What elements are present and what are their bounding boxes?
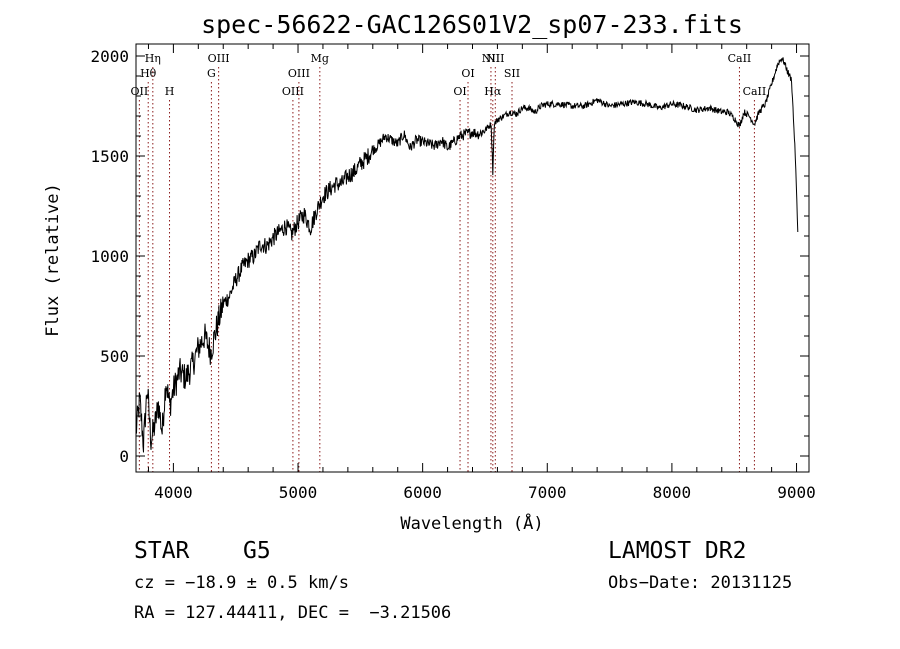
x-tick-label: 8000 — [653, 483, 692, 502]
y-tick-label: 1000 — [90, 247, 129, 266]
spectrum-line — [135, 57, 799, 453]
x-tick-label: 9000 — [777, 483, 816, 502]
spectral-line-label: OI — [453, 85, 466, 98]
y-tick-label: 500 — [100, 347, 129, 366]
coordinates: RA = 127.44411, DEC = −3.21506 — [134, 603, 452, 623]
spectral-line-label: H — [165, 85, 175, 98]
plot-frame — [135, 43, 810, 473]
spectral-line-label: Hα — [484, 85, 502, 98]
obs-date: Obs−Date: 20131125 — [608, 573, 793, 593]
spectral-line-label: CaII — [728, 52, 752, 65]
axes-layer: 4000 5000 6000 7000 8000 9000 0 500 1000 1500 2000 — [90, 43, 816, 502]
spectral-line-label: OIII — [208, 52, 230, 65]
x-tick-label: 6000 — [403, 483, 442, 502]
y-axis-label: Flux (relative) — [43, 183, 63, 337]
spectral-line-label: CaII — [743, 85, 767, 98]
x-tick-label: 5000 — [279, 483, 318, 502]
x-axis-label: Wavelength (Å) — [400, 512, 543, 534]
object-subclass: G5 — [243, 538, 271, 564]
x-tick-label: 7000 — [528, 483, 567, 502]
spectral-line-label: OI — [461, 67, 474, 80]
spectral-line-label: OII — [131, 85, 149, 98]
y-tick-label: 0 — [119, 447, 129, 466]
y-tick-label: 2000 — [90, 47, 129, 66]
spectral-line-label: NII — [482, 52, 500, 65]
chart-title: spec-56622-GAC126S01V2_sp07-233.fits — [201, 10, 743, 39]
redshift-line: cz = −18.9 ± 0.5 km/s — [134, 573, 349, 593]
survey-name: LAMOST DR2 — [608, 538, 747, 564]
spectral-line-label: Hη — [145, 52, 161, 65]
spectral-lines-layer: OIIHθHηHGOIIIOIIIOIIIMgOIOINIIHαNIISIICa… — [131, 52, 767, 472]
object-class: STAR — [134, 538, 190, 564]
spectral-line-label: Mg — [311, 52, 329, 65]
spectral-line-label: Hθ — [140, 67, 157, 80]
spectral-line-label: OIII — [288, 67, 310, 80]
y-tick-label: 1500 — [90, 147, 129, 166]
spectrum-layer — [135, 57, 799, 453]
spectral-line-label: G — [207, 67, 216, 80]
spectral-line-label: OIII — [282, 85, 304, 98]
x-tick-label: 4000 — [154, 483, 193, 502]
spectral-line-label: NII — [486, 52, 504, 65]
spectral-line-label: SII — [504, 67, 520, 80]
